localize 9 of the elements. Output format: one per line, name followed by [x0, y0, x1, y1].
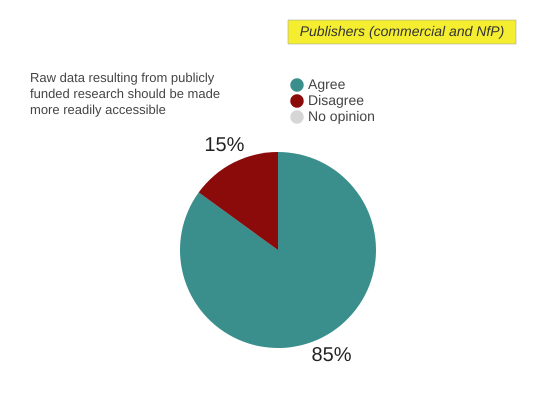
pie-slice: [180, 152, 376, 348]
pie-slice: [198, 152, 278, 250]
data-label: 15%: [204, 134, 245, 156]
text: Raw data resulting from publicly funded research should be made more readily accessible: [30, 70, 220, 117]
data-label: 85%: [312, 344, 352, 366]
legend-label: No opinion: [308, 108, 375, 124]
chart-title: Publishers (commercial and NfP): [300, 23, 504, 39]
legend-label: Disagree: [308, 92, 364, 108]
legend-label: Agree: [308, 76, 346, 92]
